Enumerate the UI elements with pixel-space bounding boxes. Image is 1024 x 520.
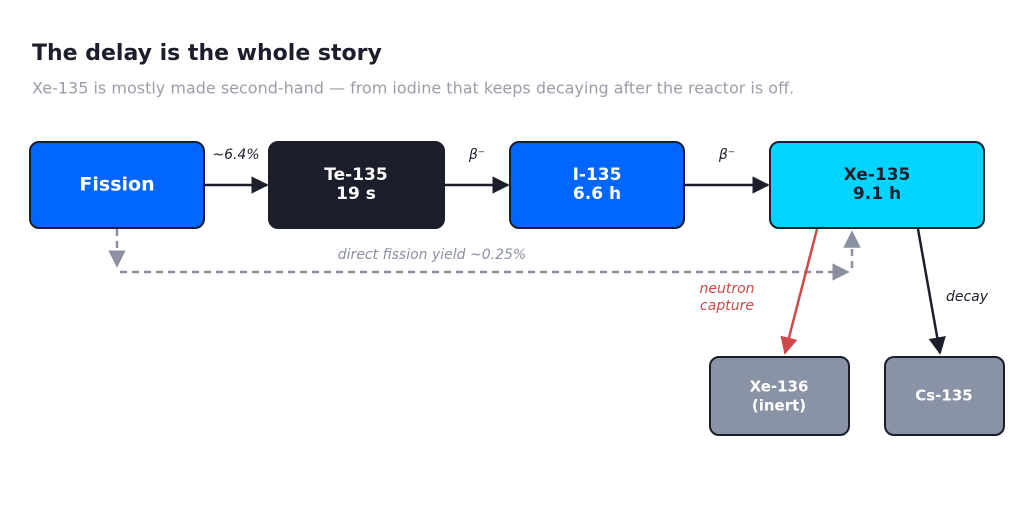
node-label: (inert): [752, 397, 806, 415]
node-label: Cs-135: [915, 387, 972, 405]
node-label: 19 s: [336, 184, 376, 204]
edge-label: neutron: [699, 281, 754, 297]
node-box: [769, 141, 985, 229]
edge-label: ~6.4%: [212, 147, 259, 163]
edge-label: capture: [700, 298, 754, 314]
title: The delay is the whole story: [32, 41, 382, 66]
edge-label: β⁻: [468, 147, 485, 163]
node-box: [884, 356, 1005, 436]
arrow: [780, 228, 819, 355]
node-label: Xe-135: [844, 165, 911, 185]
node-label: 9.1 h: [853, 184, 901, 204]
node-label: I-135: [573, 165, 622, 185]
node-box: [268, 141, 445, 229]
subtitle: Xe-135 is mostly made second-hand — from…: [32, 79, 794, 98]
node-label: 6.6 h: [573, 184, 621, 204]
node-label: Xe-136: [750, 378, 809, 396]
node-label: Te-135: [324, 165, 387, 185]
edge-label: decay: [946, 289, 989, 305]
node-box: [509, 141, 685, 229]
node-box: [709, 356, 850, 436]
arrow: [916, 228, 946, 355]
edge-label: direct fission yield ~0.25%: [338, 247, 526, 263]
arrows: [108, 176, 946, 355]
node-box: [29, 141, 205, 229]
node-label: Fission: [79, 174, 154, 196]
edge-label: β⁻: [718, 147, 735, 163]
